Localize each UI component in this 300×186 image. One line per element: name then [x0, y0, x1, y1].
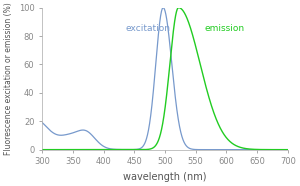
Y-axis label: Fluorescence excitation or emission (%): Fluorescence excitation or emission (%)	[4, 2, 13, 155]
X-axis label: wavelength (nm): wavelength (nm)	[123, 172, 207, 182]
Text: excitation: excitation	[125, 24, 170, 33]
Text: emission: emission	[205, 24, 245, 33]
